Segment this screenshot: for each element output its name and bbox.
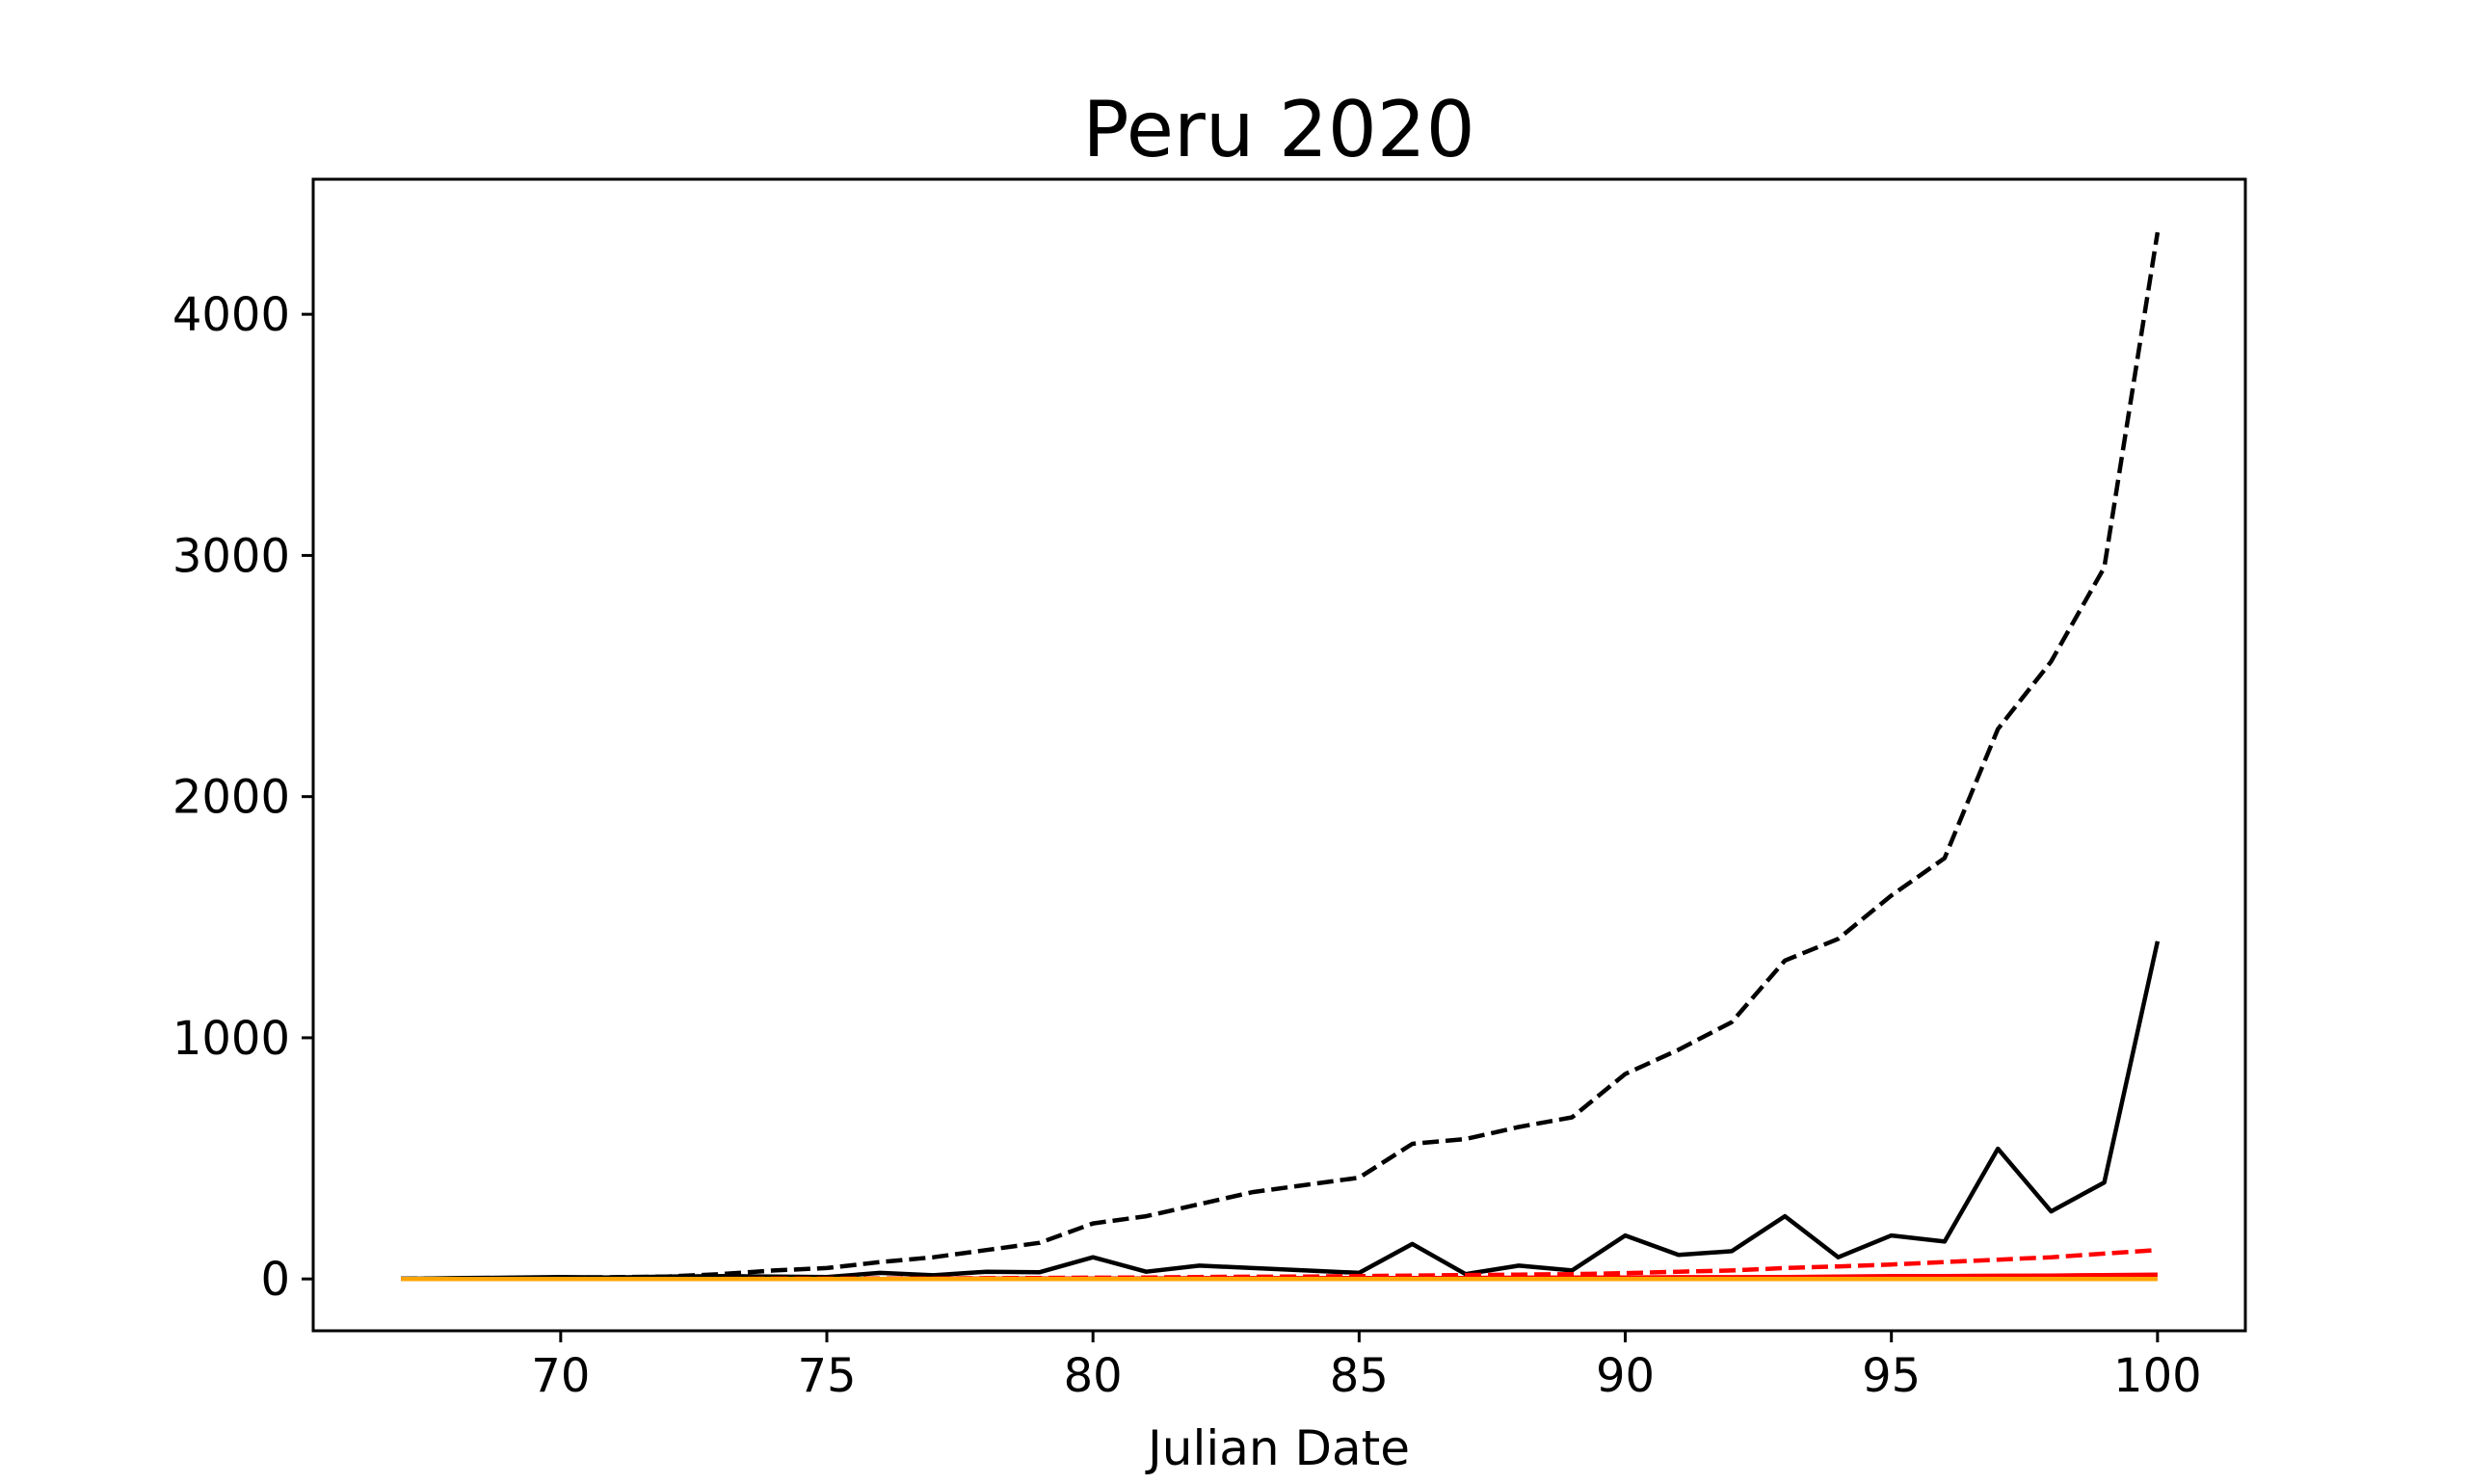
chart-title: Peru 2020 bbox=[1082, 85, 1474, 174]
x-tick-label: 75 bbox=[797, 1349, 856, 1403]
y-tick-label: 2000 bbox=[172, 771, 290, 825]
x-axis-title: Julian Date bbox=[1145, 1420, 1410, 1476]
x-tick-label: 90 bbox=[1596, 1349, 1655, 1403]
y-tick-label: 3000 bbox=[172, 529, 290, 583]
x-tick-label: 85 bbox=[1330, 1349, 1389, 1403]
x-tick-label: 95 bbox=[1862, 1349, 1921, 1403]
series-line-2 bbox=[401, 941, 2161, 1282]
x-tick-label: 80 bbox=[1064, 1349, 1123, 1403]
x-axis: 70 75 80 85 90 95 100 bbox=[531, 1331, 2202, 1403]
series-line-1 bbox=[401, 231, 2161, 1282]
x-tick-label: 100 bbox=[2113, 1349, 2202, 1403]
y-tick-label: 0 bbox=[260, 1253, 290, 1307]
series-layer bbox=[401, 231, 2161, 1282]
plot-frame bbox=[311, 177, 2247, 1333]
x-tick-label: 70 bbox=[531, 1349, 590, 1403]
y-tick-label: 1000 bbox=[172, 1012, 290, 1066]
y-tick-label: 4000 bbox=[172, 288, 290, 342]
y-axis: 0 1000 2000 3000 4000 bbox=[172, 288, 313, 1307]
